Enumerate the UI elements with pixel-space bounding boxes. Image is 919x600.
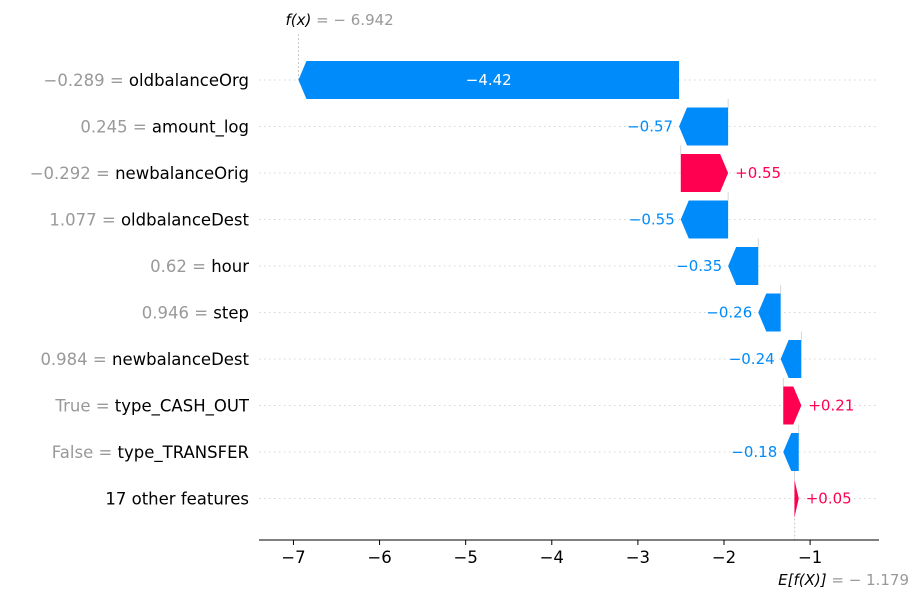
contribution-label: −0.57 xyxy=(627,118,673,136)
feature-value: 0.984 = xyxy=(40,350,112,369)
x-tick-label: −5 xyxy=(454,548,478,567)
fx-annotation-lhs: f(x) xyxy=(285,11,316,29)
fx-annotation: f(x) = − 6.942 xyxy=(285,11,393,29)
contribution-label: +0.55 xyxy=(735,164,781,182)
feature-value: 0.62 = xyxy=(150,257,211,276)
base-annotation-rhs: = − 1.179 xyxy=(831,571,909,589)
contribution-bar xyxy=(794,479,799,518)
feature-label: −0.289 = oldbalanceOrg xyxy=(44,71,249,90)
feature-label: −0.292 = newbalanceOrig xyxy=(30,164,249,183)
feature-name: step xyxy=(213,304,249,323)
contribution-bar xyxy=(780,340,802,378)
feature-label: 0.984 = newbalanceDest xyxy=(40,350,249,369)
base-annotation-lhs: E[f(X)] xyxy=(778,571,831,589)
feature-name: type_TRANSFER xyxy=(118,443,249,463)
contribution-label: −0.55 xyxy=(629,211,675,229)
feature-label: 17 other features xyxy=(105,490,249,509)
feature-name: type_CASH_OUT xyxy=(115,397,250,417)
x-tick-label: −7 xyxy=(281,548,305,567)
feature-value: False = xyxy=(52,443,118,462)
x-tick-label: −1 xyxy=(798,548,822,567)
feature-name: 17 other features xyxy=(105,490,249,509)
feature-value: −0.292 = xyxy=(30,164,115,183)
feature-name: hour xyxy=(211,257,249,276)
feature-labels: −0.289 = oldbalanceOrg 0.245 = amount_log… xyxy=(30,71,250,509)
feature-label: 0.62 = hour xyxy=(150,257,249,276)
base-annotation: E[f(X)] = − 1.179 xyxy=(778,571,909,589)
x-tick-label: −4 xyxy=(540,548,564,567)
contribution-label: −0.26 xyxy=(706,304,752,322)
feature-label: False = type_TRANSFER xyxy=(52,443,249,463)
contribution-bar xyxy=(758,293,781,332)
value-annotations: f(x) = − 6.942 E[f(X)] = − 1.179 xyxy=(285,11,909,589)
feature-name: oldbalanceOrg xyxy=(129,71,249,90)
feature-name: amount_log xyxy=(152,118,249,138)
feature-value: True = xyxy=(54,397,114,416)
feature-value: 1.077 = xyxy=(49,211,121,230)
contribution-bar xyxy=(679,107,729,146)
feature-value: −0.289 = xyxy=(44,71,129,90)
feature-label: 1.077 = oldbalanceDest xyxy=(49,211,249,230)
reference-lines xyxy=(298,34,802,540)
feature-label: 0.946 = step xyxy=(142,304,249,323)
contribution-bar xyxy=(680,200,729,239)
feature-label: True = type_CASH_OUT xyxy=(54,397,249,417)
feature-name: oldbalanceDest xyxy=(121,211,250,230)
feature-name: newbalanceDest xyxy=(112,350,250,369)
contribution-label: −4.42 xyxy=(466,71,512,89)
x-tick-label: −6 xyxy=(367,548,391,567)
feature-value: 0.245 = xyxy=(80,118,152,137)
contribution-bar xyxy=(680,154,729,192)
contribution-label: −0.35 xyxy=(676,257,722,275)
x-tick-label: −3 xyxy=(626,548,650,567)
feature-value: 0.946 = xyxy=(142,304,214,323)
contribution-bar xyxy=(783,386,802,425)
contribution-bar xyxy=(728,247,759,285)
row-gridlines xyxy=(259,79,879,499)
contribution-label: −0.24 xyxy=(729,350,775,368)
contribution-label: −0.18 xyxy=(731,443,777,461)
x-tick-label: −2 xyxy=(712,548,736,567)
contribution-bars xyxy=(298,61,802,518)
fx-annotation-rhs: = − 6.942 xyxy=(316,11,394,29)
contribution-labels: −4.42 −0.57 +0.55 −0.55 −0.35 −0.26 −0.24 +0.21… xyxy=(466,71,855,508)
feature-label: 0.245 = amount_log xyxy=(80,118,249,138)
contribution-bar xyxy=(783,433,799,471)
contribution-bar xyxy=(298,61,680,99)
feature-name: newbalanceOrig xyxy=(115,164,249,183)
contribution-label: +0.05 xyxy=(806,490,852,508)
contribution-label: +0.21 xyxy=(808,397,854,415)
x-axis: −7 −6 −5 −4 −3 −2 −1 xyxy=(259,539,879,567)
